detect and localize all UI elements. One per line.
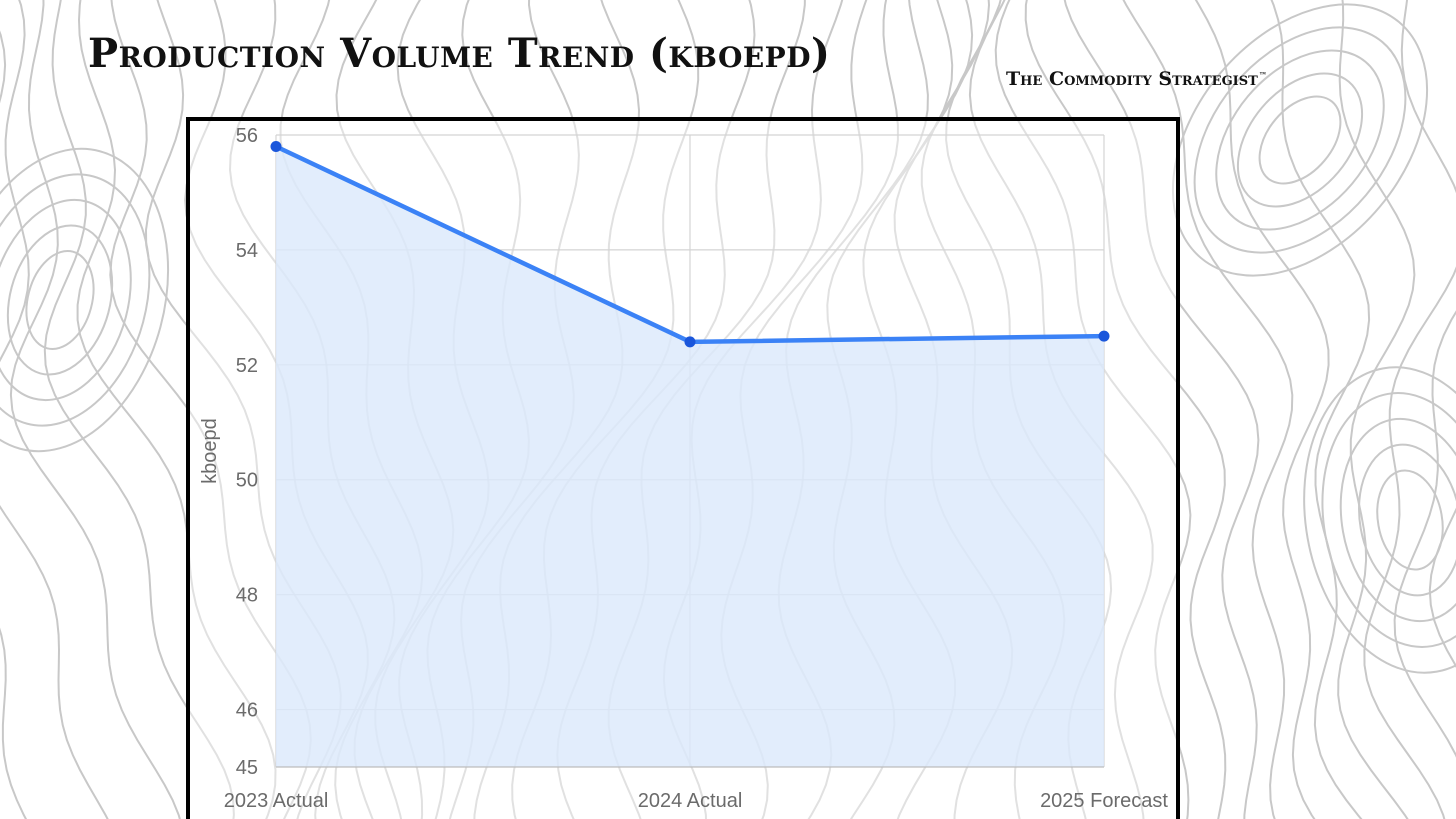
contour-line bbox=[1063, 0, 1260, 819]
contour-ring bbox=[1376, 469, 1444, 571]
y-tick-label: 45 bbox=[236, 757, 258, 779]
page-title: Production Volume Trend (kboepd) bbox=[88, 30, 831, 77]
brand-label: The Commodity Strategist™ bbox=[1006, 68, 1267, 90]
contour-line bbox=[994, 0, 1192, 819]
contour-line bbox=[1024, 0, 1227, 819]
x-tick-label: 2024 Actual bbox=[638, 790, 743, 812]
contour-ring bbox=[1171, 3, 1429, 277]
contour-line bbox=[1194, 0, 1330, 819]
data-point bbox=[1098, 330, 1110, 342]
contour-line bbox=[76, 0, 277, 819]
contour-line bbox=[1122, 0, 1294, 819]
y-tick-label: 54 bbox=[236, 240, 258, 262]
brand-name: The Commodity Strategist bbox=[1006, 68, 1258, 90]
y-tick-label: 56 bbox=[236, 125, 258, 147]
contour-ring bbox=[1339, 417, 1456, 623]
y-tick-label: 48 bbox=[236, 585, 258, 607]
x-tick-label: 2023 Actual bbox=[224, 790, 329, 812]
contour-line bbox=[0, 30, 28, 819]
y-axis-label: kboepd bbox=[199, 418, 221, 484]
contour-ring bbox=[0, 198, 132, 402]
contour-ring bbox=[1258, 95, 1342, 185]
contour-ring bbox=[0, 173, 151, 427]
contour-ring bbox=[1358, 443, 1456, 597]
data-point bbox=[684, 336, 696, 348]
contour-ring bbox=[1321, 392, 1456, 648]
contour-line bbox=[1393, 310, 1456, 758]
y-tick-label: 52 bbox=[236, 355, 258, 377]
area-fill bbox=[276, 146, 1104, 767]
trademark-mark: ™ bbox=[1258, 69, 1267, 80]
contour-line bbox=[0, 0, 109, 819]
y-tick-label: 46 bbox=[236, 700, 258, 722]
contour-ring bbox=[1215, 49, 1385, 231]
contour-ring bbox=[25, 249, 95, 351]
contour-ring bbox=[6, 224, 114, 376]
contour-line bbox=[43, 0, 235, 819]
y-tick-label: 50 bbox=[236, 470, 258, 492]
data-point bbox=[270, 140, 282, 152]
contour-line bbox=[1363, 0, 1456, 819]
contour-ring bbox=[1303, 366, 1456, 674]
production-area-chart: 45 46 48 50 52 54 56 2023 Actual 2024 Actual 2025… bbox=[190, 121, 1176, 819]
contour-line bbox=[1270, 0, 1371, 819]
contour-ring bbox=[1193, 26, 1407, 254]
contour-line bbox=[9, 0, 181, 819]
chart-frame: 45 46 48 50 52 54 56 2023 Actual 2024 Actual 2025… bbox=[186, 117, 1180, 819]
contour-ring bbox=[0, 147, 170, 453]
contour-ring bbox=[1236, 72, 1364, 208]
x-tick-label: 2025 Forecast bbox=[1040, 790, 1168, 812]
